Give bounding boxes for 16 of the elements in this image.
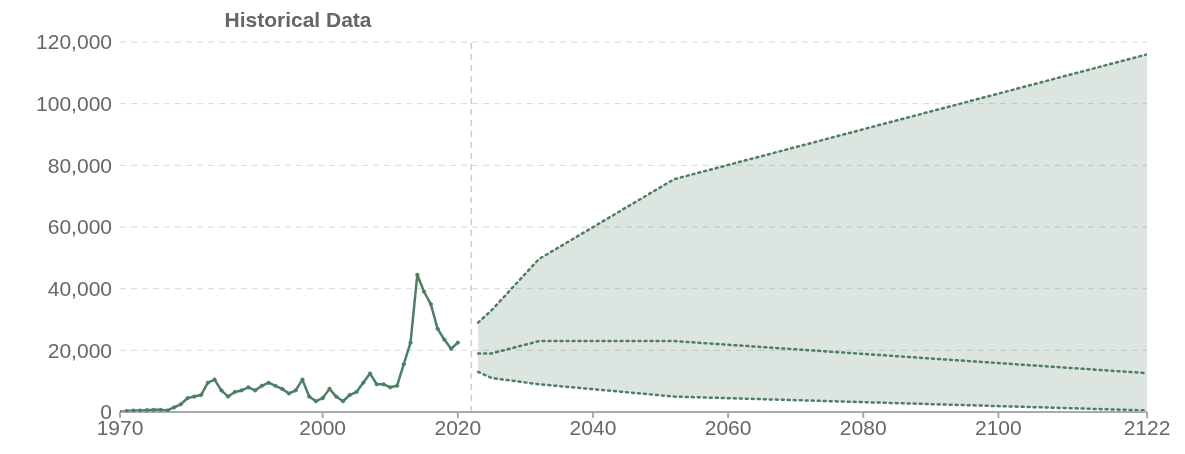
line-series	[476, 53, 1147, 324]
x-tick-label: 2100	[975, 415, 1022, 439]
line-series	[476, 370, 1147, 412]
y-tick-label: 40,000	[47, 277, 112, 301]
x-tick-label: 2040	[569, 415, 617, 439]
x-tick-label: 2020	[434, 415, 482, 439]
y-tick-label: 100,000	[36, 92, 112, 116]
y-tick-label: 60,000	[47, 215, 112, 239]
y-tick-label: 80,000	[47, 153, 112, 177]
y-tick-label: 20,000	[47, 338, 112, 362]
x-tick-label: 2060	[704, 415, 752, 439]
y-tick-label: 120,000	[36, 30, 112, 54]
x-tick-label: 2080	[839, 415, 887, 439]
x-tick-label: 2000	[299, 415, 347, 439]
x-tick-label: 2122	[1123, 415, 1171, 439]
text: Historical Data	[223, 8, 373, 32]
